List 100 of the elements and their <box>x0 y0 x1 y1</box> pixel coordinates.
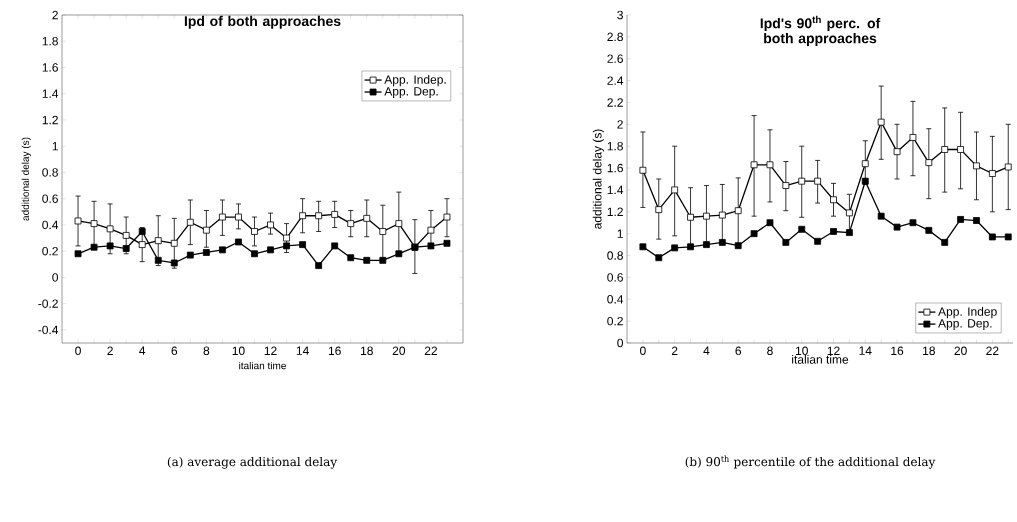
x-tick-label: 2 <box>107 346 113 355</box>
point <box>766 219 774 227</box>
x-tick-label: 16 <box>891 346 904 356</box>
point <box>671 244 679 252</box>
point <box>750 230 758 238</box>
point <box>798 177 806 185</box>
point <box>347 254 355 262</box>
y-tick-label: 0 <box>617 338 624 348</box>
point <box>1004 233 1012 241</box>
point <box>106 225 114 233</box>
point <box>186 218 194 226</box>
point <box>814 237 822 245</box>
point <box>395 220 403 227</box>
x-tick-label: 6 <box>735 346 742 356</box>
chart-title: Ipd of both approaches <box>184 15 341 29</box>
point <box>830 228 837 235</box>
point <box>251 250 258 258</box>
point <box>170 239 178 247</box>
y-tick-label: -0.4 <box>38 325 59 335</box>
legend-label: App. Dep. <box>384 87 438 98</box>
y-tick-label: 1 <box>52 142 58 151</box>
point <box>639 243 647 251</box>
legend-label: App. Indep. <box>384 74 446 87</box>
y-tick-label: 2 <box>52 10 58 20</box>
point <box>299 241 306 248</box>
point <box>186 251 194 259</box>
point <box>718 211 726 219</box>
x-axis-title: italian time <box>792 354 849 364</box>
x-tick-label: 10 <box>232 346 245 356</box>
point <box>235 213 242 221</box>
point <box>988 170 996 177</box>
y-tick-label: 0.2 <box>42 246 58 256</box>
x-tick-label: 22 <box>424 346 437 355</box>
point <box>427 242 435 250</box>
point <box>782 182 790 189</box>
point <box>74 217 82 225</box>
x-tick-label: 18 <box>361 346 373 356</box>
x-axis-title: italian time <box>239 361 286 370</box>
x-tick-label: 2 <box>671 346 678 355</box>
point <box>861 160 869 168</box>
text: Ipd's 90$^{th}$ perc. of both approaches <box>760 15 881 47</box>
x-tick-label: 4 <box>703 346 710 355</box>
y-tick-label: 0.4 <box>42 220 59 230</box>
x-tick-label: 14 <box>296 346 309 355</box>
x-tick-label: 20 <box>954 346 967 356</box>
y-tick-label: 1.2 <box>607 207 623 216</box>
y-tick-label: 1.8 <box>42 36 58 46</box>
point <box>639 166 647 174</box>
y-tick-label: 1 <box>617 229 623 238</box>
point <box>782 239 790 246</box>
x-tick-label: 0 <box>75 346 81 356</box>
point <box>766 161 774 169</box>
point <box>925 159 933 166</box>
point <box>267 221 274 229</box>
y-tick-label: 0.2 <box>607 316 623 326</box>
x-tick-label: 4 <box>139 346 146 355</box>
point <box>957 146 964 153</box>
y-axis-title: additional delay (s) <box>592 129 604 229</box>
point <box>925 226 933 234</box>
text: (a) average additional delay <box>167 456 338 469</box>
point <box>877 118 885 126</box>
point <box>1004 163 1012 171</box>
point <box>814 177 822 185</box>
point <box>219 246 226 254</box>
y-tick-label: 2 <box>617 120 623 129</box>
legend-label: App. Indep <box>938 307 997 319</box>
x-tick-label: 6 <box>171 346 178 356</box>
point <box>315 262 323 269</box>
point <box>655 254 663 262</box>
point <box>893 223 901 231</box>
y-tick-label: 1.2 <box>42 115 58 125</box>
point <box>893 148 901 156</box>
x-tick-label: 16 <box>328 346 341 356</box>
point <box>427 226 435 234</box>
point <box>909 134 917 141</box>
point <box>734 242 742 250</box>
y-tick-label: 1.8 <box>607 141 623 151</box>
x-tick-label: 12 <box>264 346 277 355</box>
point <box>830 196 837 204</box>
point <box>671 186 679 194</box>
point <box>379 228 387 235</box>
point <box>988 233 996 241</box>
y-tick-label: 1.4 <box>607 185 624 195</box>
point <box>235 238 242 246</box>
point <box>734 207 742 215</box>
x-tick-label: 20 <box>392 346 406 356</box>
x-tick-label: 10 <box>795 346 808 356</box>
point <box>331 211 339 218</box>
point <box>283 234 290 242</box>
point <box>202 226 210 234</box>
point <box>219 213 226 221</box>
point <box>251 228 258 235</box>
y-tick-label: 0.8 <box>42 168 58 177</box>
point <box>74 250 82 258</box>
point <box>138 241 146 248</box>
point <box>687 213 694 221</box>
point <box>798 225 806 233</box>
x-tick-label: 18 <box>923 346 935 356</box>
point <box>703 212 710 220</box>
y-tick-label: 2.8 <box>607 32 623 42</box>
